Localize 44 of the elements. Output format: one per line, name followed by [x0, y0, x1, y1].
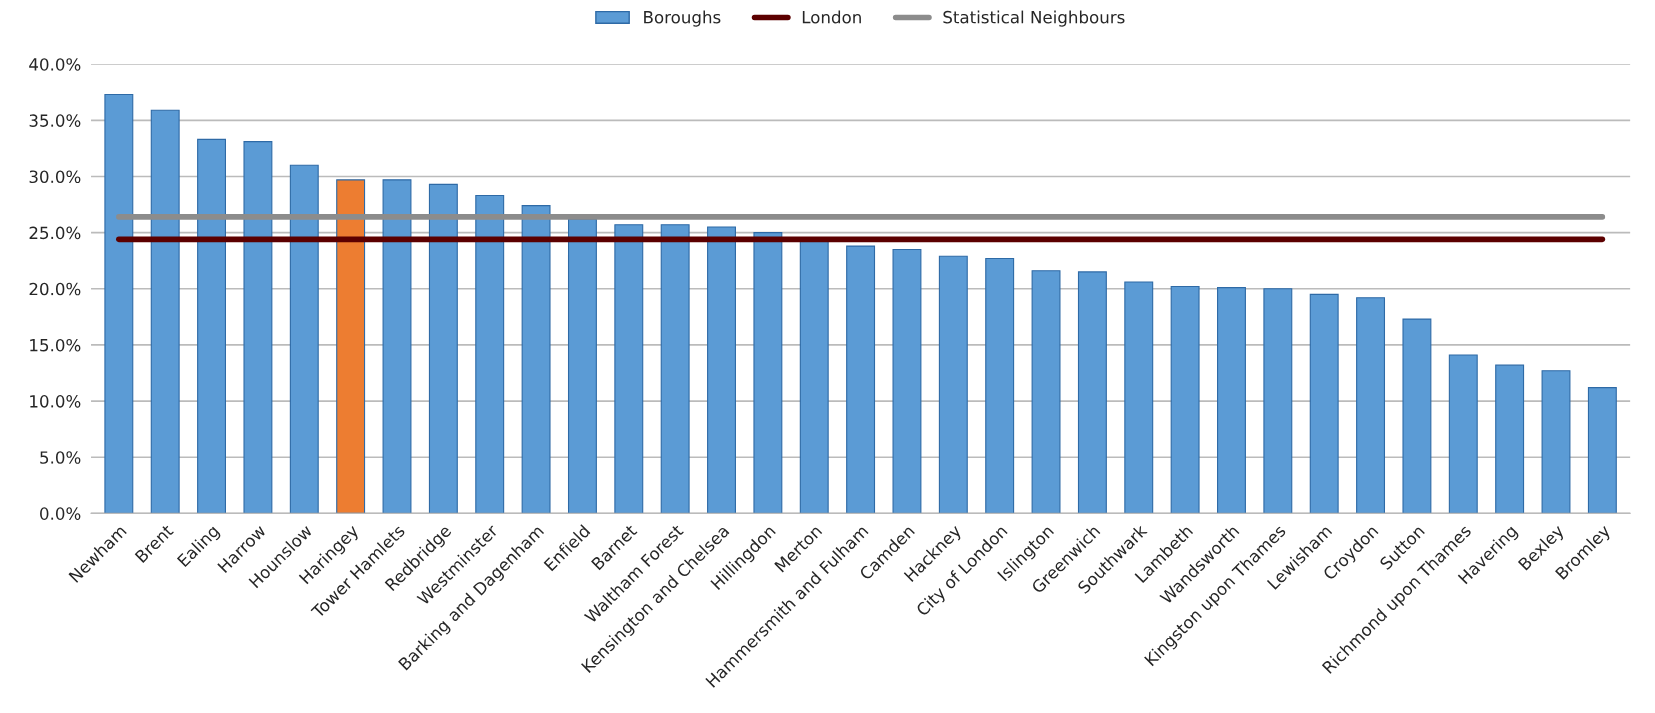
bar [197, 138, 227, 514]
bar [1402, 318, 1432, 514]
legend-label: Statistical Neighbours [943, 10, 1125, 27]
bar [846, 245, 876, 514]
bar [104, 93, 134, 514]
legend-label: Boroughs [644, 10, 721, 27]
y-tick-label: 0.0% [40, 507, 81, 520]
bar [521, 205, 551, 514]
bar [1309, 293, 1339, 514]
bar [1448, 354, 1478, 514]
bar [1031, 270, 1061, 514]
legend-label: London [802, 10, 861, 24]
bar [753, 232, 783, 514]
bar [1356, 297, 1386, 514]
bar [614, 224, 644, 514]
y-tick-label: 15.0% [30, 338, 81, 352]
bar [336, 179, 366, 514]
y-tick-label: 20.0% [29, 282, 81, 296]
bar [1587, 387, 1617, 514]
bar [243, 141, 273, 514]
bar [289, 164, 319, 514]
bar [382, 179, 412, 514]
bar [150, 109, 180, 514]
bar [660, 224, 690, 514]
bar [1217, 287, 1246, 514]
bar [892, 248, 922, 514]
y-tick-label: 30.0% [29, 170, 81, 184]
y-tick-label: 5.0% [40, 451, 81, 464]
bar [1170, 285, 1200, 514]
bar [938, 255, 968, 514]
y-tick-label: 25.0% [29, 226, 81, 240]
y-tick-label: 10.0% [30, 395, 81, 408]
bar [428, 183, 458, 514]
y-tick-label: 35.0% [29, 114, 81, 127]
bar [1495, 364, 1525, 514]
bar [567, 218, 597, 514]
bar [1124, 281, 1154, 514]
bar [1077, 271, 1107, 514]
y-tick-label: 40.0% [29, 58, 81, 71]
bar [985, 257, 1015, 514]
bar [1263, 288, 1293, 514]
bar [1541, 370, 1571, 514]
bar [475, 195, 505, 514]
bar [707, 226, 736, 514]
